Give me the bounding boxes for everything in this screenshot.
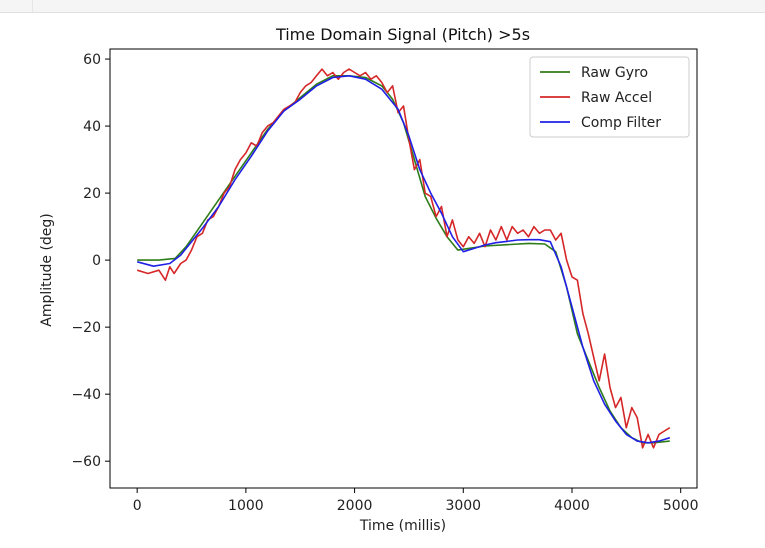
plot-frame bbox=[109, 48, 698, 489]
legend: Raw Gyro Raw Accel Comp Filter bbox=[529, 56, 690, 138]
x-axis-label: Time (millis) bbox=[359, 518, 446, 534]
legend-box bbox=[529, 56, 690, 138]
y-tick-label: −20 bbox=[71, 320, 101, 336]
x-tick-label: 3000 bbox=[445, 498, 481, 514]
series-line-raw-accel bbox=[136, 68, 671, 449]
y-tick-label: 0 bbox=[92, 253, 101, 269]
series-line-raw-gyro bbox=[137, 75, 670, 444]
legend-label: Raw Gyro bbox=[581, 65, 648, 81]
y-tick-label: −40 bbox=[71, 387, 101, 403]
x-tick-label: 4000 bbox=[554, 498, 590, 514]
legend-label: Comp Filter bbox=[581, 115, 661, 131]
x-tick-label: 1000 bbox=[228, 498, 264, 514]
cell-left-border bbox=[32, 0, 33, 12]
y-tick-label: 20 bbox=[83, 186, 101, 202]
top-toolbar-strip bbox=[0, 0, 765, 13]
chart-title: Time Domain Signal (Pitch) >5s bbox=[275, 25, 530, 44]
y-tick-label: −60 bbox=[71, 454, 101, 470]
plot-area bbox=[109, 48, 698, 489]
y-tick-label: 60 bbox=[83, 52, 101, 68]
y-axis-ticks: −60 −40 −20 0 20 40 60 bbox=[71, 52, 110, 470]
y-axis-label: Amplitude (deg) bbox=[39, 213, 55, 327]
x-tick-label: 0 bbox=[133, 498, 142, 514]
x-tick-label: 5000 bbox=[663, 498, 699, 514]
series-line-comp-filter bbox=[136, 75, 671, 444]
y-tick-label: 40 bbox=[83, 119, 101, 135]
x-tick-label: 2000 bbox=[337, 498, 373, 514]
legend-label: Raw Accel bbox=[581, 90, 652, 106]
x-axis-ticks: 0 1000 2000 3000 4000 5000 bbox=[133, 488, 699, 514]
